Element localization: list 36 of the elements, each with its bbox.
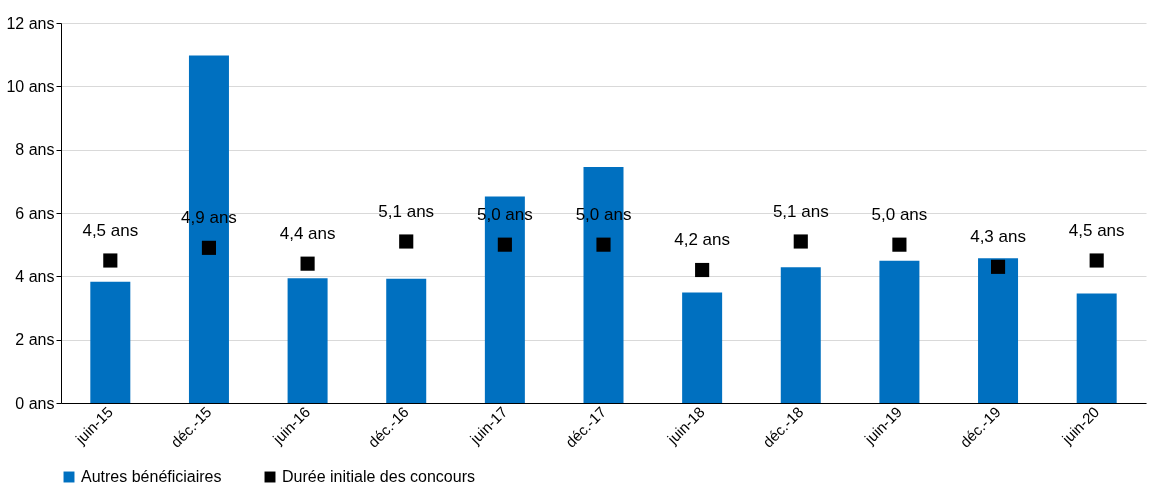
legend-label: Durée initiale des concours [282, 468, 475, 485]
data-label: 4,5 ans [82, 220, 139, 240]
y-tick-label: 0 ans [15, 394, 55, 412]
data-label: 4,3 ans [970, 226, 1026, 246]
y-tick-label: 10 ans [6, 77, 55, 95]
point [300, 256, 315, 271]
data-label: 5,1 ans [772, 201, 829, 221]
bar [682, 292, 723, 403]
point [497, 237, 512, 252]
point [103, 253, 118, 268]
point [1089, 253, 1104, 268]
point [793, 234, 808, 249]
bar [287, 278, 328, 403]
bar [780, 267, 821, 403]
bar [879, 260, 920, 403]
data-label: 5,0 ans [871, 204, 928, 224]
data-label: 4,2 ans [674, 230, 731, 249]
y-tick-label: 8 ans [15, 141, 55, 159]
y-tick-label: 4 ans [15, 267, 55, 285]
data-label: 5,1 ans [378, 201, 435, 221]
bar [978, 258, 1019, 403]
point [892, 237, 907, 252]
point [596, 237, 611, 252]
bar [386, 278, 427, 403]
point [695, 262, 710, 278]
point [201, 240, 217, 255]
data-label: 4,4 ans [279, 223, 336, 243]
data-label: 4,5 ans [1068, 220, 1125, 240]
y-tick-label: 12 ans [6, 14, 55, 32]
y-tick-label: 2 ans [15, 331, 55, 349]
bar [1076, 293, 1117, 403]
point [399, 234, 414, 249]
point [990, 259, 1006, 274]
legend-label: Autres bénéficiaires [81, 468, 222, 485]
y-tick-label: 6 ans [15, 204, 55, 222]
bar [90, 281, 131, 403]
